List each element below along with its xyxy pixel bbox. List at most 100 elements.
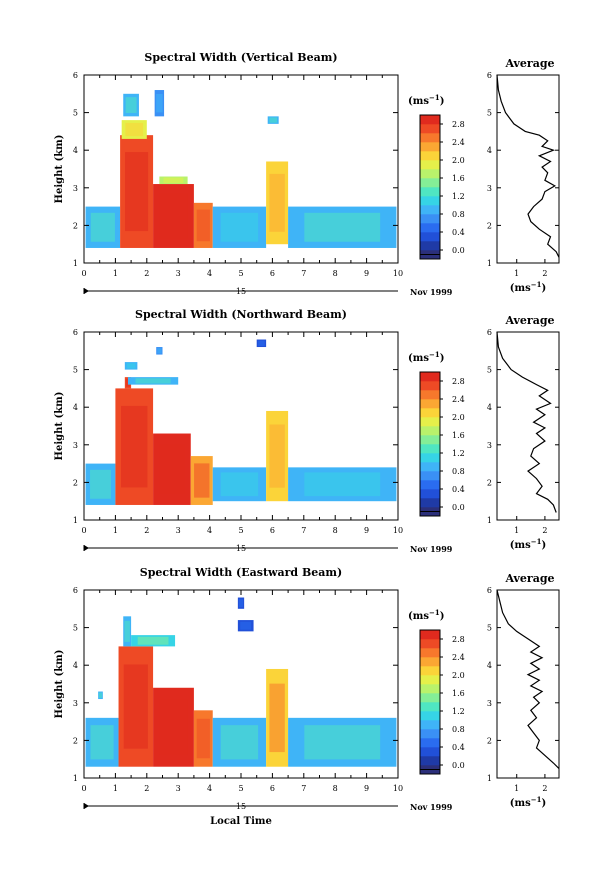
average-y-tick-label: 3 [487, 699, 492, 708]
x-tick-label: 10 [393, 526, 403, 535]
colorbar-frame [419, 371, 441, 517]
average-unit-label: (ms−1) [510, 795, 546, 810]
heatmap-cell-core [121, 405, 148, 488]
colorbar-swatch [420, 214, 440, 224]
average-y-tick-label: 6 [487, 586, 492, 595]
colorbar-swatch [420, 684, 440, 694]
average-y-tick-label: 5 [487, 624, 492, 633]
heatmap-cell-core [159, 193, 188, 239]
average-frame [496, 74, 560, 264]
colorbar-unit-label: (ms−1) [408, 350, 444, 365]
y-axis-label: Height (km) [54, 135, 65, 204]
colorbar-swatch [420, 417, 440, 427]
colorbar-swatch [420, 169, 440, 179]
heatmap-cell-core [240, 621, 252, 630]
panel-title: Spectral Width (Vertical Beam) [144, 51, 337, 64]
heatmap-area [85, 90, 397, 248]
colorbar-tick-label: 1.2 [452, 449, 465, 458]
heatmap-cell-core [123, 664, 148, 749]
heatmap-area [85, 597, 397, 767]
heatmap-cell-core [220, 212, 259, 242]
y-tick-label: 3 [73, 184, 78, 193]
colorbar-tick-label: 2.8 [452, 635, 465, 644]
average-frame [496, 589, 560, 779]
average-y-tick-label: 3 [487, 441, 492, 450]
heatmap-cell-core [196, 718, 210, 759]
colorbar-swatch [420, 498, 440, 508]
average-y-tick-label: 1 [487, 259, 492, 268]
average-title: Average [504, 572, 554, 585]
x-tick-label: 1 [113, 526, 118, 535]
average-title: Average [504, 57, 554, 70]
average-y-tick-label: 4 [487, 661, 492, 670]
colorbar-tick-label: 1.2 [452, 192, 465, 201]
x-tick-label: 7 [301, 784, 306, 793]
heatmap-cell-core [238, 599, 244, 608]
colorbar-swatch [420, 648, 440, 658]
heatmap-cell-core [135, 378, 171, 384]
x-tick-label: 0 [81, 269, 86, 278]
colorbar-swatch [420, 160, 440, 170]
date-label: Nov 1999 [410, 802, 453, 812]
average-panel: Average 1 2 3 4 5 6 1 2 (ms−1) [487, 57, 560, 294]
colorbar-swatch [420, 426, 440, 436]
y-tick-label: 1 [73, 774, 78, 783]
colorbar-unit-label: (ms−1) [408, 608, 444, 623]
average-frame [496, 331, 560, 521]
colorbar-tick-label: 0.4 [452, 485, 465, 494]
colorbar-swatch [420, 399, 440, 409]
colorbar-tick-label: 2.8 [452, 120, 465, 129]
colorbar-swatch [420, 205, 440, 215]
heatmap-cell-core [304, 725, 381, 760]
day-line-arrow [84, 288, 89, 294]
average-unit-label: (ms−1) [510, 537, 546, 552]
average-profile-line [496, 589, 560, 770]
x-tick-label: 1 [113, 269, 118, 278]
average-panel: Average 1 2 3 4 5 6 1 2 (ms−1) [487, 314, 560, 552]
x-tick-label: 9 [364, 269, 369, 278]
colorbar-swatch [420, 232, 440, 242]
y-tick-label: 5 [73, 624, 78, 633]
colorbar-tick-label: 0.0 [452, 246, 465, 255]
colorbar-tick-label: 0.0 [452, 503, 465, 512]
colorbar-swatch [420, 178, 440, 188]
colorbar-tick-label: 2.0 [452, 156, 465, 165]
heatmap-cell-core [159, 699, 188, 755]
colorbar-swatch [420, 453, 440, 463]
colorbar-swatch [420, 187, 440, 197]
y-tick-label: 6 [73, 71, 78, 80]
average-title: Average [504, 314, 554, 327]
colorbar-swatch [420, 223, 440, 233]
colorbar-swatch [420, 480, 440, 490]
average-profile-line [496, 331, 557, 513]
average-y-tick-label: 5 [487, 366, 492, 375]
colorbar-swatch [420, 124, 440, 134]
day-label: 15 [236, 802, 246, 811]
colorbar-tick-label: 2.0 [452, 413, 465, 422]
colorbar-frame [419, 114, 441, 260]
x-tick-label: 5 [238, 526, 243, 535]
x-tick-label: 8 [333, 526, 338, 535]
colorbar-swatch [420, 471, 440, 481]
heatmap-cell-core [269, 173, 285, 232]
colorbar-swatch [420, 489, 440, 499]
panel-3: Spectral Width (Eastward Beam)0 1 2 3 4 5 6 7 8 9… [54, 566, 560, 812]
colorbar-tick-label: 2.4 [452, 138, 465, 147]
colorbar-swatch [420, 720, 440, 730]
x-axis-label: Local Time [210, 816, 272, 827]
day-label: 15 [236, 544, 246, 553]
x-tick-label: 8 [333, 784, 338, 793]
y-tick-label: 5 [73, 109, 78, 118]
heatmap-cell-core [157, 348, 162, 354]
heatmap-cell-core [304, 212, 381, 242]
x-tick-label: 0 [81, 784, 86, 793]
x-tick-label: 3 [176, 526, 181, 535]
average-y-tick-label: 1 [487, 516, 492, 525]
colorbar-tick-label: 0.4 [452, 743, 465, 752]
colorbar: 0.0 0.4 0.8 1.2 1.6 2.0 2.4 2.8 [419, 114, 465, 260]
colorbar-swatch [420, 756, 440, 766]
y-tick-label: 6 [73, 328, 78, 337]
average-y-tick-label: 4 [487, 403, 492, 412]
average-x-tick-label: 1 [514, 784, 519, 793]
